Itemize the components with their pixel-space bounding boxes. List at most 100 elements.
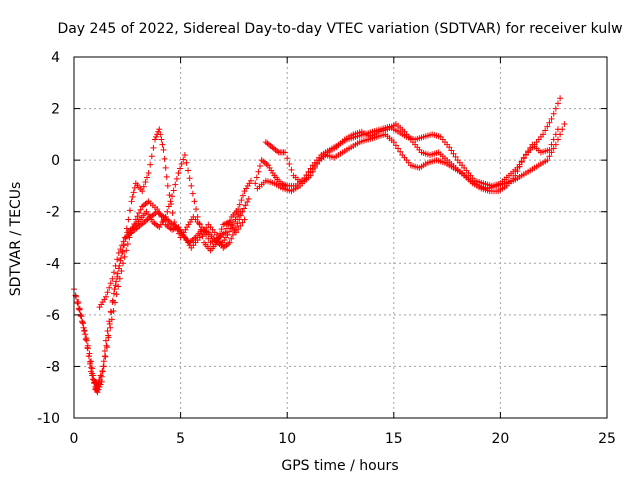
data-point — [561, 121, 568, 128]
data-point-interp — [80, 324, 87, 331]
data-point-interp — [203, 224, 210, 231]
y-tick-label: -6 — [46, 308, 60, 324]
x-tick-label: 20 — [491, 431, 509, 447]
data-point-interp — [137, 206, 144, 213]
data-point-interp — [215, 235, 222, 242]
data-point-interp — [89, 365, 96, 372]
data-point-interp — [229, 231, 236, 238]
data-point-interp — [183, 159, 190, 166]
data-point-interp — [93, 383, 100, 390]
plot-frame — [73, 56, 608, 419]
data-point-interp — [121, 253, 128, 260]
data-point — [233, 229, 240, 236]
data-point-interp — [101, 347, 108, 354]
data-point-interp — [239, 219, 246, 226]
x-tick-label: 10 — [278, 431, 296, 447]
data-point — [115, 265, 122, 272]
data-point-interp — [104, 344, 111, 351]
series-track-1 — [71, 126, 254, 396]
data-point-interp — [227, 225, 234, 232]
data-point — [102, 293, 109, 300]
x-tick-label: 5 — [176, 431, 185, 447]
data-point — [554, 126, 561, 133]
data-point-interp — [242, 202, 249, 209]
data-point-interp — [144, 174, 151, 181]
data-point-interp — [239, 192, 246, 199]
data-point-interp — [288, 166, 295, 173]
data-point — [169, 193, 176, 200]
data-point-interp — [180, 156, 187, 163]
data-point-interp — [97, 376, 104, 383]
data-point-interp — [114, 256, 121, 263]
data-point-interp — [131, 220, 138, 227]
y-tick-label: 4 — [51, 50, 60, 66]
data-point — [128, 198, 135, 205]
x-axis-label: GPS time / hours — [281, 458, 398, 474]
data-point-interp — [109, 297, 116, 304]
data-point — [245, 195, 252, 202]
data-point — [237, 208, 244, 215]
data-point-interp — [392, 142, 399, 149]
data-point-interp — [76, 306, 83, 313]
data-point — [145, 170, 152, 177]
data-point — [164, 182, 171, 189]
data-point-interp — [193, 206, 200, 213]
data-point-interp — [255, 168, 262, 175]
data-point-interp — [124, 240, 131, 247]
data-point-interp — [516, 163, 523, 170]
data-point-interp — [108, 309, 115, 316]
series-track-4 — [96, 208, 244, 311]
data-point-interp — [235, 226, 242, 233]
x-tick-label: 0 — [70, 431, 79, 447]
data-point-interp — [100, 363, 107, 370]
data-point — [282, 149, 289, 156]
data-point-interp — [86, 358, 93, 365]
data-point-interp — [228, 235, 235, 242]
data-point-interp — [112, 262, 119, 269]
data-point-interp — [72, 292, 79, 299]
data-point-interp — [106, 320, 113, 327]
data-point-interp — [97, 372, 104, 379]
data-point-interp — [86, 350, 93, 357]
data-point-interp — [450, 150, 457, 157]
data-point-interp — [118, 242, 125, 249]
data-point-interp — [244, 199, 251, 206]
data-point-interp — [100, 358, 107, 365]
data-point-interp — [173, 175, 180, 182]
data-point-interp — [514, 168, 521, 175]
data-point-interp — [147, 161, 154, 168]
data-point-interp — [218, 226, 225, 233]
data-point-interp — [550, 110, 557, 117]
data-point-interp — [99, 367, 106, 374]
data-point-interp — [522, 151, 529, 158]
data-point-interp — [311, 164, 318, 171]
data-point-interp — [172, 181, 179, 188]
data-point-interp — [134, 213, 141, 220]
data-point-interp — [226, 228, 233, 235]
y-axis-label: SDTVAR / TECUs — [8, 182, 24, 297]
data-point — [544, 157, 551, 164]
data-point-interp — [166, 191, 173, 198]
y-tick-label: -4 — [46, 256, 60, 272]
data-point-interp — [81, 327, 88, 334]
data-point — [120, 260, 127, 267]
data-point-interp — [234, 220, 241, 227]
data-point-interp — [90, 372, 97, 379]
data-point-interp — [253, 174, 260, 181]
data-point-interp — [108, 316, 115, 323]
data-point — [111, 286, 118, 293]
data-point-interp — [129, 193, 136, 200]
x-tick-label: 15 — [385, 431, 403, 447]
data-point-interp — [527, 144, 534, 151]
data-point — [139, 188, 146, 195]
data-point-interp — [199, 233, 206, 240]
data-point-interp — [104, 327, 111, 334]
data-point-interp — [101, 353, 108, 360]
data-point — [109, 298, 116, 305]
data-point — [241, 216, 248, 223]
data-point — [557, 95, 564, 102]
data-point — [520, 154, 527, 161]
data-point-interp — [546, 153, 553, 160]
data-point-interp — [153, 133, 160, 140]
data-point-interp — [123, 247, 130, 254]
